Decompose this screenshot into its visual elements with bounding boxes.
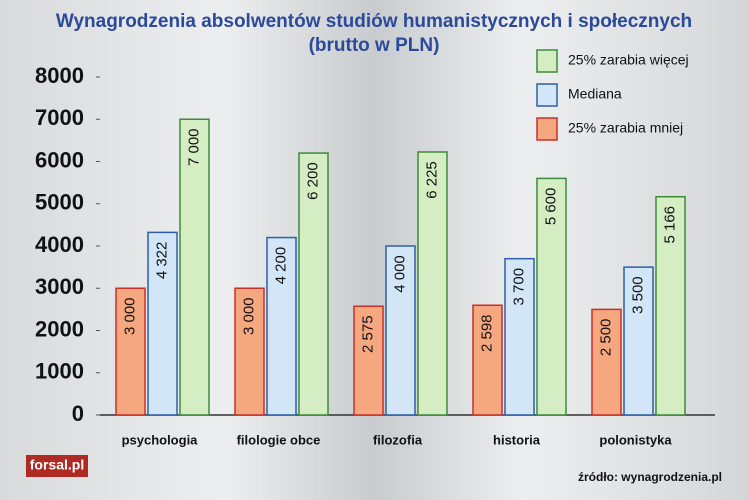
x-tick-label: polonistyka (599, 432, 672, 447)
y-tick-label: 7000 (35, 105, 84, 130)
legend-label: Mediana (568, 86, 622, 102)
y-tick-label: 2000 (35, 316, 84, 341)
bar (623, 266, 654, 416)
y-tick-label: 1000 (35, 359, 84, 384)
bar (147, 231, 178, 416)
bar (504, 257, 535, 416)
bar (417, 151, 448, 416)
value-label: 5 600 (542, 188, 559, 226)
legend-label: 25% zarabia mniej (568, 120, 683, 136)
value-label: 2 500 (597, 319, 614, 357)
value-label: 2 598 (478, 314, 495, 352)
value-label: 3 000 (121, 297, 138, 335)
x-tick-label: filologie obce (237, 432, 321, 447)
value-label: 6 200 (304, 162, 321, 200)
value-label: 5 166 (661, 206, 678, 244)
bar (179, 118, 210, 416)
bar (266, 236, 297, 416)
value-label: 2 575 (359, 315, 376, 353)
bar (655, 195, 686, 416)
chart-subtitle: (brutto w PLN) (309, 35, 440, 56)
bar (353, 305, 384, 416)
y-tick-label: 6000 (35, 147, 84, 172)
legend-label: 25% zarabia więcej (568, 52, 689, 68)
value-label: 4 200 (272, 247, 289, 285)
value-label: 4 000 (391, 255, 408, 293)
value-label: 6 225 (423, 161, 440, 199)
value-label: 3 000 (240, 297, 257, 335)
legend-swatch (536, 117, 558, 141)
bar (591, 308, 622, 416)
bar (536, 177, 567, 416)
legend-swatch (536, 83, 558, 107)
logo-box (26, 455, 88, 477)
bar (385, 245, 416, 416)
bar (298, 152, 329, 416)
value-label: 3 500 (629, 276, 646, 314)
y-tick-label: 3000 (35, 274, 84, 299)
bar (234, 287, 265, 416)
x-tick-label: historia (493, 432, 541, 447)
y-tick-label: 4000 (35, 232, 84, 257)
y-tick-label: 8000 (35, 63, 84, 88)
x-tick-label: psychologia (122, 432, 199, 447)
legend-swatch (536, 49, 558, 73)
bar (472, 304, 503, 416)
chart-title: Wynagrodzenia absolwentów studiów humani… (56, 11, 692, 32)
value-label: 3 700 (510, 268, 527, 306)
logo: forsal.pl (30, 457, 84, 473)
y-tick-label: 0 (72, 401, 84, 426)
value-label: 7 000 (185, 128, 202, 166)
value-label: 4 322 (153, 242, 170, 280)
x-tick-label: filozofia (373, 432, 423, 447)
bar (115, 287, 146, 416)
y-tick-label: 5000 (35, 190, 84, 215)
source: źródło: wynagrodzenia.pl (578, 470, 722, 484)
